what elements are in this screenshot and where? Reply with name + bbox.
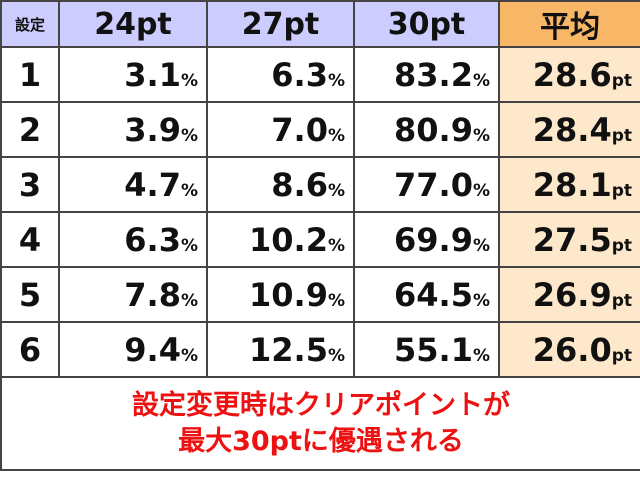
setting-cell: 6 (0, 321, 60, 378)
value-number: 9.4 (124, 330, 181, 369)
value-cell: 10.9% (206, 266, 355, 323)
value-unit: pt (611, 125, 632, 146)
value-number: 7.0 (271, 110, 328, 149)
note: 設定変更時はクリアポイントが 最大30ptに優遇される (0, 376, 640, 471)
row: 2 3.9% 7.0% 80.9% 28.4pt (0, 101, 640, 158)
value-cell: 6.3% (206, 46, 355, 103)
table: 設定 24pt 27pt 30pt 平均 1 3.1% 6.3% 83.2% 28.6pt 2 3.9… (0, 0, 640, 471)
note-line: 設定変更時はクリアポイントが (132, 389, 510, 421)
value-cell: 28.1pt (498, 156, 640, 213)
value-unit: % (180, 235, 198, 256)
row: 5 7.8% 10.9% 64.5% 26.9pt (0, 266, 640, 323)
value-unit: pt (611, 345, 632, 366)
value-unit: % (180, 345, 198, 366)
value-number: 8.6 (271, 165, 328, 204)
value-number: 64.5 (394, 275, 473, 314)
value-cell: 80.9% (353, 101, 500, 158)
value-number: 7.8 (124, 275, 181, 314)
value-number: 6.3 (124, 220, 181, 259)
value-number: 80.9 (394, 110, 473, 149)
value-cell: 3.1% (58, 46, 208, 103)
value-cell: 26.0pt (498, 321, 640, 378)
value-unit: % (180, 125, 198, 146)
value-unit: % (327, 180, 345, 201)
value-unit: % (472, 290, 490, 311)
value-unit: % (180, 70, 198, 91)
row: 4 6.3% 10.2% 69.9% 27.5pt (0, 211, 640, 268)
value-unit: % (327, 70, 345, 91)
value-cell: 28.4pt (498, 101, 640, 158)
value-cell: 7.8% (58, 266, 208, 323)
value-cell: 12.5% (206, 321, 355, 378)
header-cell: 平均 (498, 0, 640, 48)
value-number: 26.9 (532, 275, 612, 314)
value-number: 77.0 (394, 165, 473, 204)
value-number: 3.1 (124, 55, 181, 94)
row: 6 9.4% 12.5% 55.1% 26.0pt (0, 321, 640, 378)
note-line: 最大30ptに優遇される (178, 425, 464, 457)
row: 3 4.7% 8.6% 77.0% 28.1pt (0, 156, 640, 213)
header-row: 設定 24pt 27pt 30pt 平均 (0, 0, 640, 48)
value-cell: 4.7% (58, 156, 208, 213)
value-unit: pt (611, 235, 632, 256)
value-unit: % (472, 235, 490, 256)
value-cell: 8.6% (206, 156, 355, 213)
value-cell: 9.4% (58, 321, 208, 378)
value-cell: 7.0% (206, 101, 355, 158)
value-unit: pt (611, 180, 632, 201)
value-number: 10.9 (249, 275, 328, 314)
setting-cell: 3 (0, 156, 60, 213)
value-cell: 77.0% (353, 156, 500, 213)
value-unit: % (472, 125, 490, 146)
value-number: 69.9 (394, 220, 473, 259)
value-cell: 83.2% (353, 46, 500, 103)
value-number: 10.2 (249, 220, 328, 259)
value-cell: 3.9% (58, 101, 208, 158)
header-cell: 24pt (58, 0, 208, 48)
value-cell: 6.3% (58, 211, 208, 268)
setting-cell: 2 (0, 101, 60, 158)
value-number: 83.2 (394, 55, 473, 94)
value-unit: % (327, 290, 345, 311)
value-unit: % (180, 180, 198, 201)
setting-cell: 4 (0, 211, 60, 268)
setting-cell: 5 (0, 266, 60, 323)
value-unit: % (327, 235, 345, 256)
value-number: 12.5 (249, 330, 328, 369)
value-number: 55.1 (394, 330, 473, 369)
value-number: 28.1 (532, 165, 612, 204)
value-number: 26.0 (532, 330, 612, 369)
header-cell: 設定 (0, 0, 60, 48)
row: 1 3.1% 6.3% 83.2% 28.6pt (0, 46, 640, 103)
value-unit: % (472, 70, 490, 91)
value-unit: % (327, 345, 345, 366)
note-row: 設定変更時はクリアポイントが 最大30ptに優遇される (0, 376, 640, 471)
value-cell: 26.9pt (498, 266, 640, 323)
value-cell: 55.1% (353, 321, 500, 378)
value-number: 6.3 (271, 55, 328, 94)
value-cell: 69.9% (353, 211, 500, 268)
value-unit: % (180, 290, 198, 311)
value-number: 27.5 (532, 220, 612, 259)
header-cell: 30pt (353, 0, 500, 48)
value-cell: 28.6pt (498, 46, 640, 103)
value-number: 28.4 (532, 110, 612, 149)
value-unit: % (472, 180, 490, 201)
value-number: 28.6 (532, 55, 612, 94)
value-cell: 27.5pt (498, 211, 640, 268)
value-number: 3.9 (124, 110, 181, 149)
value-unit: pt (611, 290, 632, 311)
setting-cell: 1 (0, 46, 60, 103)
value-unit: % (472, 345, 490, 366)
value-number: 4.7 (124, 165, 181, 204)
value-cell: 64.5% (353, 266, 500, 323)
value-cell: 10.2% (206, 211, 355, 268)
value-unit: pt (611, 70, 632, 91)
header-cell: 27pt (206, 0, 355, 48)
value-unit: % (327, 125, 345, 146)
